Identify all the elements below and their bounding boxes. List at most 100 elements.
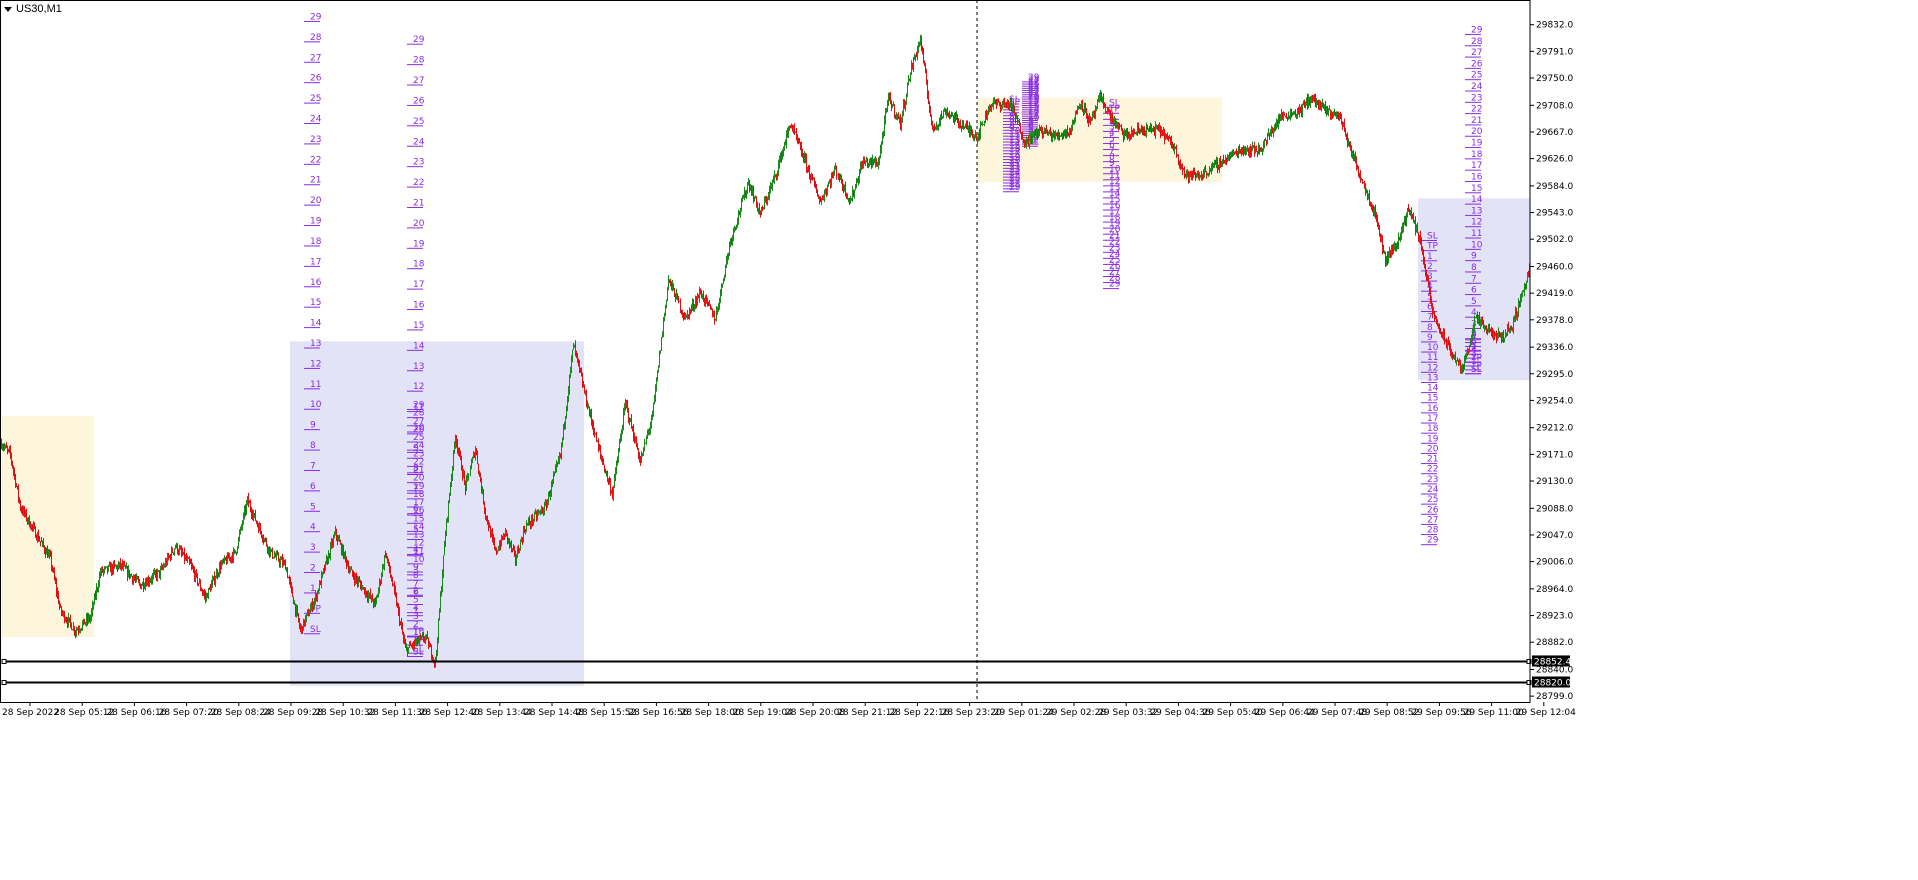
ladder-label: 6 xyxy=(1427,302,1433,312)
ladder-label: 3 xyxy=(413,612,419,622)
ladder-label: 26 xyxy=(413,96,425,106)
ladder-label: 13 xyxy=(413,362,424,372)
ladder-label: TP xyxy=(1426,242,1438,252)
time-label-6: 28 Sep 10:32 xyxy=(315,708,375,718)
time-label-12: 28 Sep 16:56 xyxy=(628,708,688,718)
ladder-label: 4 xyxy=(413,545,419,555)
ladder-label: 5 xyxy=(1009,113,1015,123)
ladder-label: 22 xyxy=(413,178,424,188)
ladder-label: 23 xyxy=(1109,243,1120,253)
ladder-label: TP xyxy=(309,604,321,614)
ladder-label: 17 xyxy=(413,280,424,290)
ladder-label: 15 xyxy=(1471,184,1482,194)
ladder-label: 7 xyxy=(310,461,316,471)
price-tag-bg xyxy=(1532,655,1570,667)
ladder-label: 17 xyxy=(1427,414,1438,424)
chart-title[interactable]: US30,M1 xyxy=(4,3,62,15)
ladder-label: 25 xyxy=(310,94,321,104)
ladder-label: 20 xyxy=(413,219,425,229)
time-label-26: 29 Sep 08:52 xyxy=(1359,708,1419,718)
ladder-label: 12 xyxy=(413,539,424,549)
horizontal-lines-layer[interactable]: 28852.4 28820.0 xyxy=(1,655,1571,689)
ladder-label: 25 xyxy=(1471,71,1482,81)
ladder-label: 12 xyxy=(310,359,321,369)
ladder-label: 28 xyxy=(413,56,425,66)
ladder-label: 25 xyxy=(413,117,424,127)
hline-handle-left xyxy=(1,658,7,664)
ladder-label: 16 xyxy=(310,278,322,288)
ladder-label: 20 xyxy=(1109,225,1121,235)
ladder-label: 28 xyxy=(1109,274,1121,284)
time-label-24: 29 Sep 06:44 xyxy=(1255,708,1315,718)
ladder-label: 23 xyxy=(1009,165,1020,175)
price-tick-label-15: 29212.0 xyxy=(1536,424,1573,434)
ladder-label: 14 xyxy=(413,522,425,532)
ladder-label: 12 xyxy=(413,382,424,392)
chevron-down-icon[interactable] xyxy=(4,6,12,12)
ladder-label: 29 xyxy=(1109,280,1121,290)
ladder-label: 11 xyxy=(310,380,321,390)
ladder-label: 12 xyxy=(1427,363,1438,373)
ladder-label: 18 xyxy=(1009,151,1021,161)
price-tick-label-21: 28964.0 xyxy=(1536,585,1573,595)
ladder-label: 26 xyxy=(1471,59,1483,69)
ladder-label: 6 xyxy=(413,587,419,597)
ladder-label: 9 xyxy=(1109,159,1115,169)
ladder-label: 7 xyxy=(413,484,419,494)
ladder-label: 19 xyxy=(413,482,425,492)
ladder-label: 11 xyxy=(1009,130,1020,140)
price-tick-label-1: 29791.0 xyxy=(1536,47,1573,57)
ladder-label: 15 xyxy=(310,298,321,308)
ladder-label: 5 xyxy=(413,596,419,606)
ladder-label: 15 xyxy=(413,514,424,524)
ladder-label: 28 xyxy=(1028,75,1040,85)
ladder-label: 11 xyxy=(413,403,424,413)
ladder-label: TP xyxy=(1108,104,1120,114)
ladder-label: 15 xyxy=(1427,394,1438,404)
ladder-label: 7 xyxy=(1009,118,1015,128)
ladder-label: 1 xyxy=(1427,252,1433,262)
ladder-label: 9 xyxy=(1427,333,1433,343)
price-tick-label-19: 29047.0 xyxy=(1536,531,1573,541)
ladder-label: 7 xyxy=(1109,147,1115,157)
ladder-label: 19 xyxy=(413,239,425,249)
ladder-label: 5 xyxy=(1471,297,1477,307)
ladder-label: 10 xyxy=(1471,240,1483,250)
ladder-label: 9 xyxy=(413,563,419,573)
price-tick-label-8: 29502.0 xyxy=(1536,235,1573,245)
price-tick-label-3: 29708.0 xyxy=(1536,101,1573,111)
ladder-label: 19 xyxy=(310,217,322,227)
ladder-label: 10 xyxy=(1427,343,1439,353)
ladder-label: 11 xyxy=(1109,171,1120,181)
plot-frame xyxy=(0,0,1531,703)
ladder-label: 3 xyxy=(413,566,419,576)
zones-layer xyxy=(2,97,1530,686)
ladder-label: 20 xyxy=(413,474,425,484)
ladder-label: 23 xyxy=(1427,475,1438,485)
ladder-label: 1 xyxy=(413,607,419,617)
ladder-label: 27 xyxy=(1109,268,1120,278)
price-tick-label-5: 29626.0 xyxy=(1536,155,1573,165)
ladder-label: 21 xyxy=(413,198,424,208)
horizontal-line-0[interactable]: 28852.4 xyxy=(1,655,1571,667)
price-tick-label-2: 29750.0 xyxy=(1536,74,1573,84)
ladder-label: 1 xyxy=(1471,342,1477,352)
time-label-14: 28 Sep 19:04 xyxy=(733,708,793,718)
ladder-label: 25 xyxy=(1427,495,1438,505)
time-label-7: 28 Sep 11:36 xyxy=(367,708,427,718)
ladder-label: SL xyxy=(1427,232,1438,242)
horizontal-line-1[interactable]: 28820.0 xyxy=(1,676,1571,689)
ladder-label: 25 xyxy=(1009,171,1020,181)
zone-0 xyxy=(2,416,94,637)
ladder-label: 16 xyxy=(413,506,425,516)
ladder-label: 18 xyxy=(413,490,425,500)
time-label-22: 29 Sep 04:36 xyxy=(1150,708,1210,718)
hline-handle-left xyxy=(1,680,7,685)
ladder-label: 2 xyxy=(1427,262,1433,272)
ladder-label: 3 xyxy=(1109,122,1115,132)
ladder-label: 22 xyxy=(1427,465,1438,475)
ladder-label: 8 xyxy=(1109,153,1115,163)
time-label-20: 29 Sep 02:28 xyxy=(1046,708,1106,718)
hline-handle-right xyxy=(1526,658,1532,664)
